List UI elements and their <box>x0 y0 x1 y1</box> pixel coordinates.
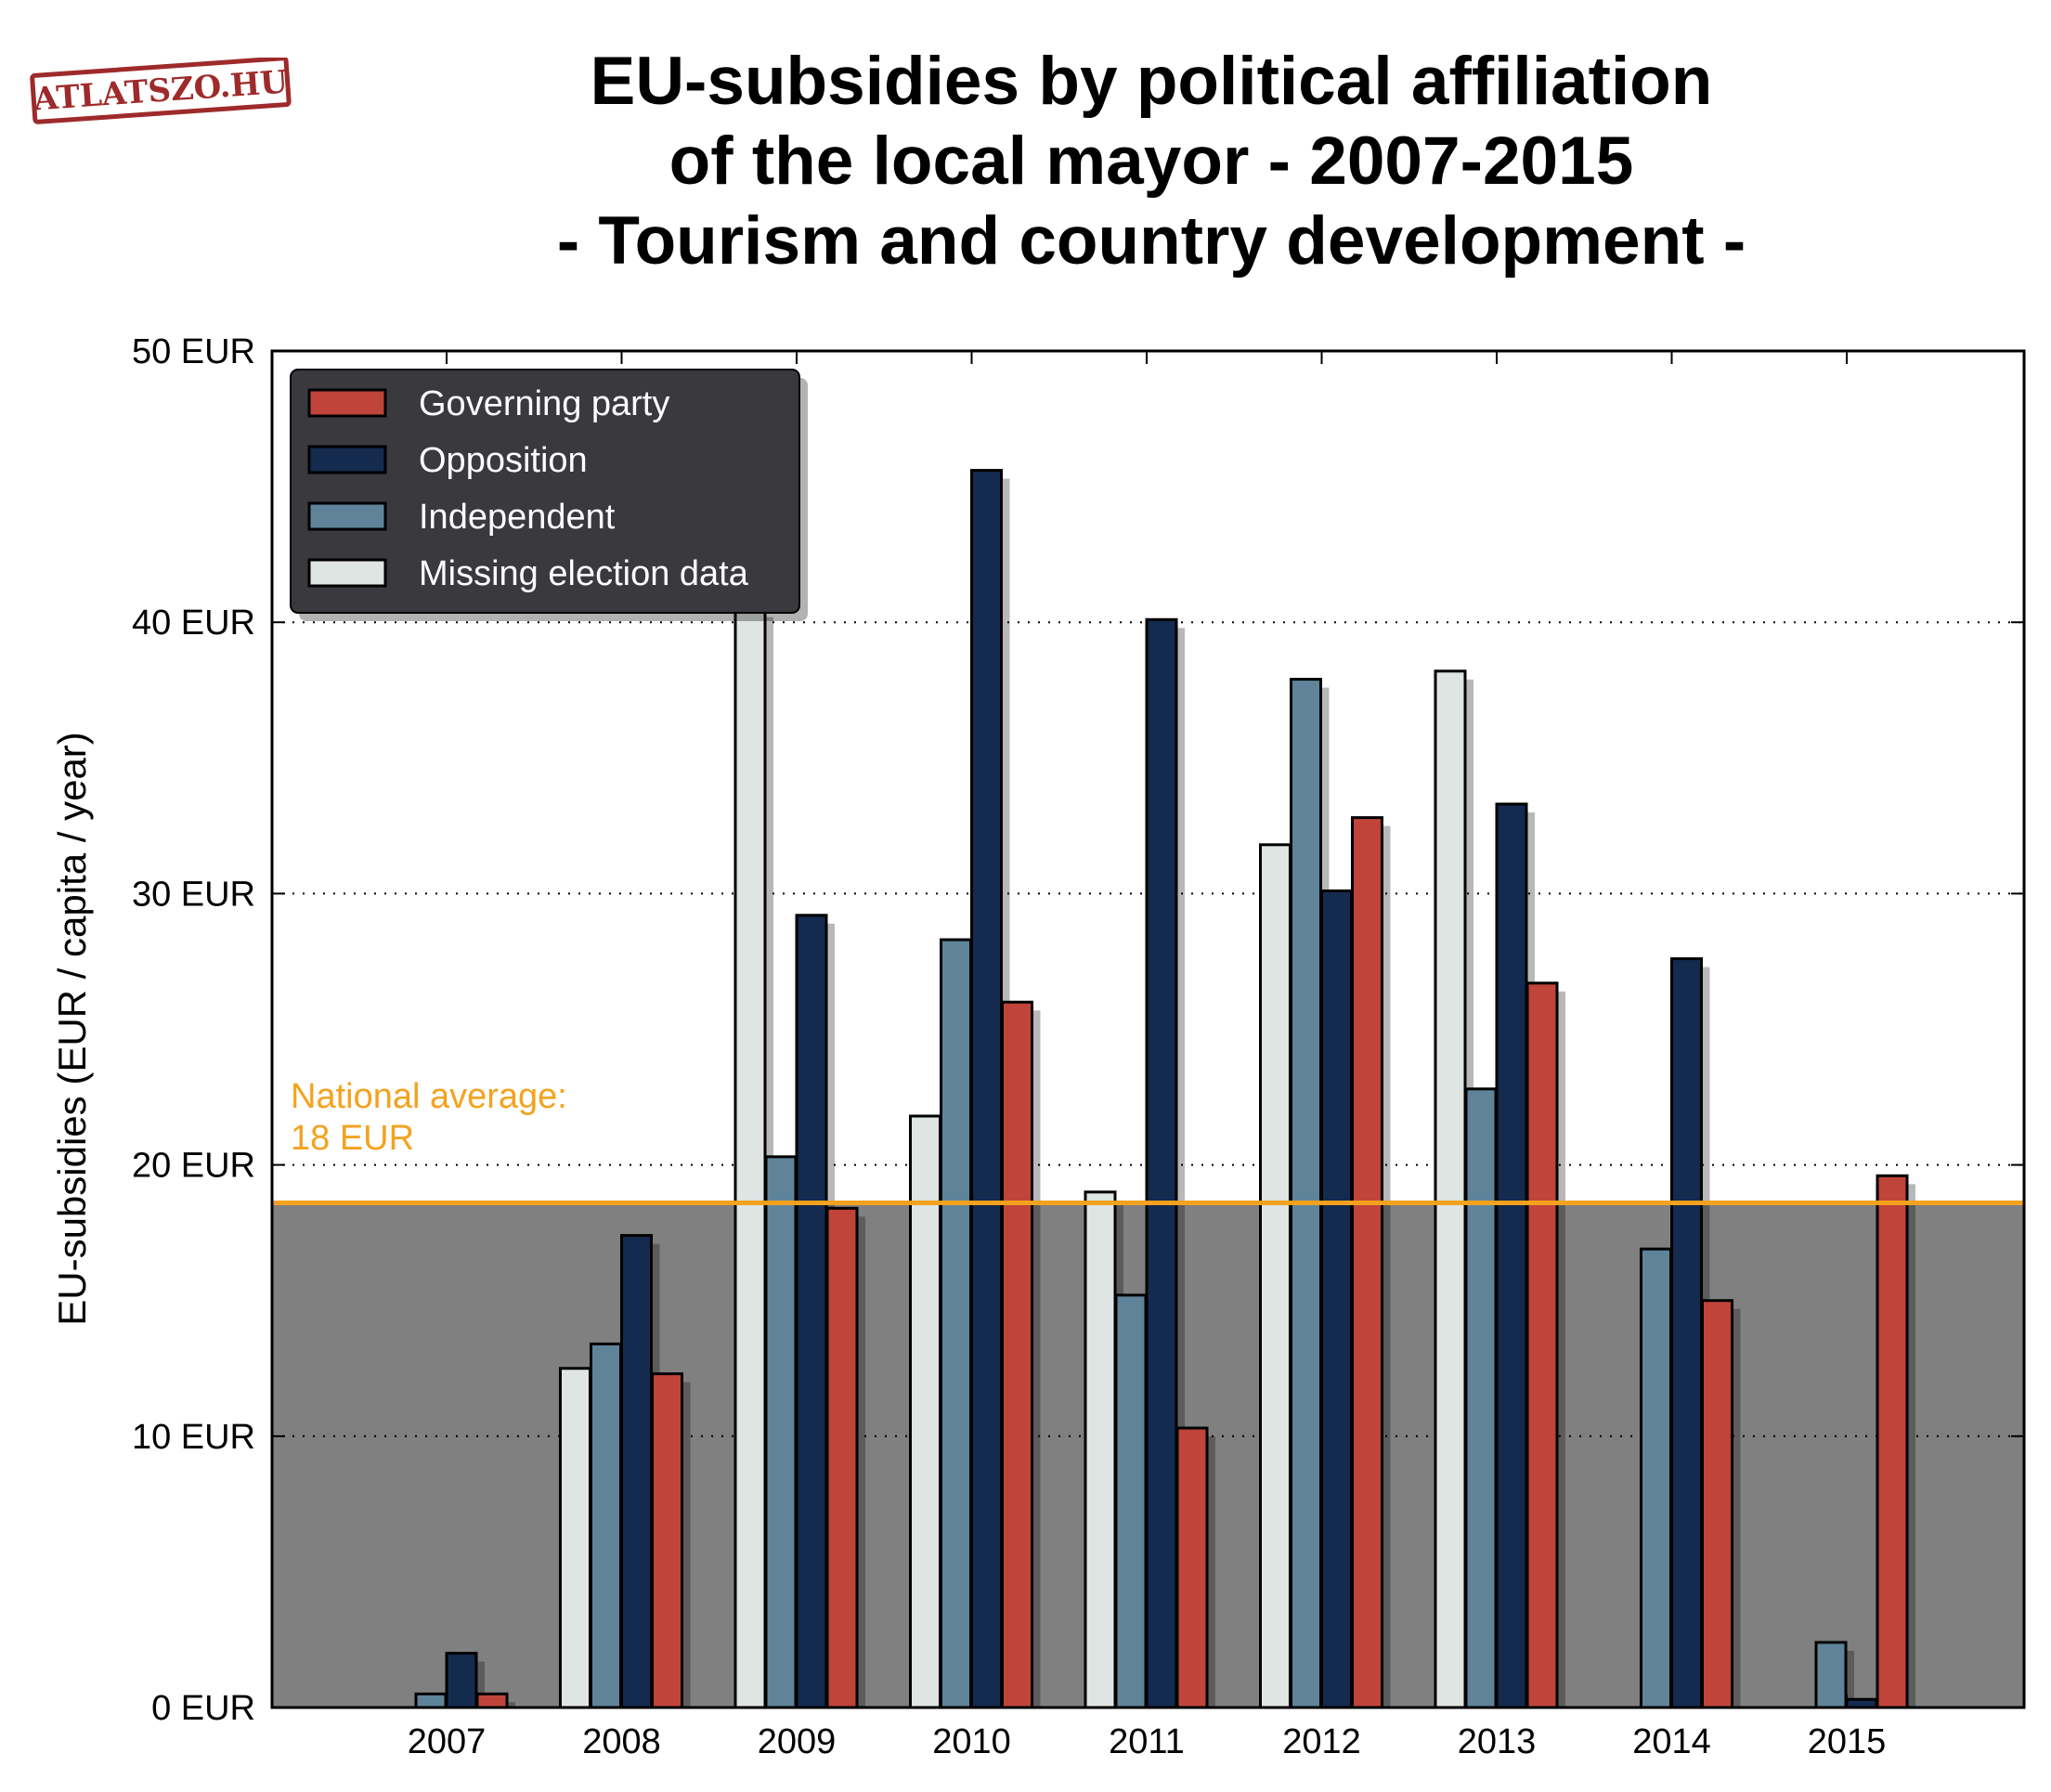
bar-opposition-2014 <box>1670 957 1703 1709</box>
x-tick-label-2013: 2013 <box>1458 1722 1537 1761</box>
x-tick-label-2010: 2010 <box>932 1722 1011 1761</box>
y-tick-label-20: 20 EUR <box>132 1147 255 1186</box>
legend <box>290 369 800 614</box>
bar-independent-2013 <box>1464 1087 1498 1709</box>
chart-title: EU-subsidies by political affiliation of… <box>279 42 2024 281</box>
legend-swatch-missing-election-data <box>307 558 387 588</box>
title-line-3: - Tourism and country development - <box>556 203 1746 279</box>
bar-governing-party-2012 <box>1351 816 1383 1709</box>
bar-independent-2010 <box>940 938 972 1709</box>
bar-independent-2008 <box>590 1342 622 1709</box>
title-line-2: of the local mayor - 2007-2015 <box>669 123 1634 199</box>
national-average-value: 18 EUR <box>291 1119 414 1158</box>
bar-independent-2011 <box>1114 1293 1148 1709</box>
bar-governing-party-2009 <box>825 1206 859 1709</box>
national-average-label: National average: <box>291 1077 567 1116</box>
y-tick-label-50: 50 EUR <box>132 332 255 371</box>
bar-opposition-2011 <box>1145 617 1178 1709</box>
legend-label-missing-election-data: Missing election data <box>419 554 749 593</box>
legend-swatch-governing-party <box>307 388 387 418</box>
legend-label-independent: Independent <box>419 498 616 537</box>
bar-opposition-2007 <box>445 1652 478 1709</box>
bar-opposition-2012 <box>1320 889 1353 1709</box>
bar-governing-party-2008 <box>651 1372 683 1709</box>
bar-governing-party-2007 <box>475 1692 509 1709</box>
bar-missing-election-data-2009 <box>733 607 767 1709</box>
x-tick-label-2009: 2009 <box>758 1722 837 1761</box>
legend-swatch-independent <box>307 501 387 531</box>
bar-opposition-2010 <box>970 469 1003 1709</box>
bar-independent-2012 <box>1290 678 1322 1709</box>
bar-opposition-2013 <box>1495 802 1528 1709</box>
bar-governing-party-2011 <box>1175 1426 1209 1709</box>
title-line-1: EU-subsidies by political affiliation <box>590 44 1713 119</box>
y-tick-label-10: 10 EUR <box>132 1418 255 1457</box>
legend-swatch-opposition <box>307 445 387 474</box>
bar-missing-election-data-2008 <box>559 1367 591 1709</box>
x-tick-label-2011: 2011 <box>1109 1722 1185 1761</box>
x-tick-label-2008: 2008 <box>582 1722 661 1761</box>
y-tick-label-30: 30 EUR <box>132 875 255 914</box>
y-tick-label-0: 0 EUR <box>151 1689 255 1728</box>
bar-opposition-2008 <box>620 1234 653 1709</box>
legend-label-governing-party: Governing party <box>419 384 669 423</box>
bar-independent-2007 <box>414 1692 448 1709</box>
plot-frame <box>270 349 2026 1709</box>
bar-governing-party-2010 <box>1001 1000 1033 1709</box>
bar-independent-2014 <box>1640 1247 1672 1709</box>
x-tick-label-2014: 2014 <box>1632 1722 1711 1761</box>
x-tick-label-2007: 2007 <box>408 1722 487 1761</box>
bar-independent-2009 <box>764 1155 798 1709</box>
bar-governing-party-2013 <box>1525 981 1559 1709</box>
x-tick-label-2012: 2012 <box>1282 1722 1361 1761</box>
bar-independent-2015 <box>1814 1641 1848 1709</box>
bar-governing-party-2014 <box>1701 1299 1733 1709</box>
legend-label-opposition: Opposition <box>419 441 588 480</box>
bar-opposition-2009 <box>795 914 828 1709</box>
bar-missing-election-data-2012 <box>1259 843 1292 1709</box>
bar-missing-election-data-2013 <box>1434 669 1467 1709</box>
bar-governing-party-2015 <box>1876 1174 1909 1709</box>
bar-missing-election-data-2011 <box>1084 1190 1117 1709</box>
y-tick-label-40: 40 EUR <box>132 604 255 643</box>
y-axis-label: EU-subsidies (EUR / capita / year) <box>50 732 94 1326</box>
atlatszo-logo: ATLATSZO.HU <box>30 58 292 124</box>
x-tick-label-2015: 2015 <box>1808 1722 1887 1761</box>
